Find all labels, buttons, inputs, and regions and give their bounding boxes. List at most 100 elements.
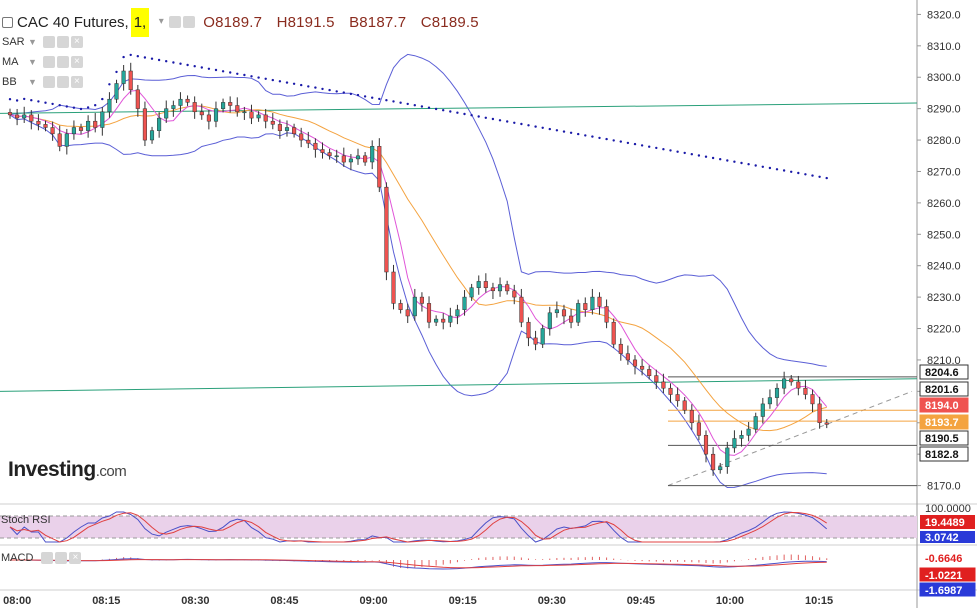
candle — [64, 128, 69, 155]
candle-body — [384, 186, 389, 273]
candle-body — [377, 146, 382, 188]
candle-body — [171, 105, 176, 109]
candle — [355, 148, 361, 165]
candle-body — [249, 111, 254, 119]
candle — [149, 126, 155, 144]
symbol-name[interactable]: CAC 40 Futures, — [17, 13, 129, 31]
stoch-d-line — [9, 511, 827, 543]
candle — [767, 389, 772, 409]
sar-dot — [157, 58, 161, 62]
candle — [512, 284, 517, 305]
price-label-text: 8190.5 — [925, 433, 959, 445]
candle — [370, 140, 375, 170]
settings-icon[interactable] — [183, 16, 196, 28]
sar-dot — [640, 144, 644, 147]
macd-label: MACD × — [1, 552, 82, 564]
candle-body — [505, 284, 510, 292]
chevron-down-icon[interactable]: ▾ — [158, 16, 164, 27]
open-value: O8189.7 — [203, 13, 263, 31]
sar-dot — [363, 95, 367, 98]
sar-dot — [470, 114, 473, 117]
sar-dot — [790, 170, 793, 173]
candle — [490, 282, 495, 299]
settings-icon[interactable] — [56, 36, 69, 48]
chevron-down-icon[interactable]: ▼ — [28, 77, 37, 87]
candle-body — [398, 303, 403, 310]
price-tick-label: 8210.0 — [927, 355, 961, 367]
candle — [590, 288, 595, 315]
candle — [519, 288, 524, 328]
candle-body — [50, 127, 55, 135]
trend-line-upper — [0, 102, 918, 114]
candle-body — [263, 114, 268, 122]
eye-icon[interactable] — [42, 36, 55, 48]
timeframe[interactable]: 1, — [130, 7, 150, 37]
indicator-label: SAR — [2, 36, 25, 48]
collapse-icon[interactable] — [2, 16, 13, 28]
candle-body — [789, 378, 794, 383]
candle-body — [320, 149, 325, 153]
candle-body — [334, 155, 339, 158]
macd-title: MACD — [1, 552, 34, 564]
settings-icon[interactable] — [55, 552, 68, 564]
eye-icon[interactable] — [41, 552, 54, 564]
candle-body — [93, 120, 98, 128]
candle-body — [128, 70, 133, 91]
candle — [618, 338, 623, 361]
candle-body — [469, 287, 474, 298]
candle — [171, 100, 176, 117]
indicator-bb[interactable]: BB ▼ × — [2, 76, 83, 88]
sar-dot — [122, 55, 125, 59]
time-tick-label: 10:00 — [716, 595, 744, 607]
candle-body — [327, 152, 332, 156]
sar-dot — [513, 121, 516, 125]
indicator-sar[interactable]: SAR ▼ × — [2, 36, 83, 48]
candle-body — [654, 375, 659, 383]
candle — [292, 123, 297, 138]
sar-dot — [285, 81, 289, 84]
trend-line-lower — [0, 378, 918, 392]
stoch-tick-label: 100.0000 — [925, 503, 971, 515]
sar-dot — [740, 161, 743, 165]
sar-dot — [669, 149, 672, 152]
sar-dot — [243, 73, 246, 77]
macd-value-text: -0.6646 — [925, 553, 962, 565]
candle-body — [583, 303, 588, 310]
settings-icon[interactable] — [56, 76, 69, 88]
sar-dot — [356, 93, 360, 97]
candle — [462, 290, 467, 316]
chevron-down-icon[interactable]: ▼ — [28, 57, 37, 67]
price-label: 8194.0 — [919, 397, 969, 413]
sar-dot — [676, 150, 679, 153]
indicator-ma[interactable]: MA ▼ × — [2, 56, 83, 68]
time-tick-label: 10:15 — [805, 595, 833, 607]
eye-icon[interactable] — [42, 76, 55, 88]
settings-icon[interactable] — [56, 56, 69, 68]
sar-dot — [463, 112, 466, 116]
eye-icon[interactable] — [169, 16, 182, 28]
candle — [569, 308, 574, 329]
candle-body — [114, 83, 119, 100]
candle — [185, 95, 190, 107]
candle-body — [149, 130, 155, 141]
candle — [483, 273, 488, 293]
candle — [640, 359, 645, 376]
close-icon[interactable]: × — [70, 36, 83, 48]
close-icon[interactable]: × — [70, 56, 83, 68]
candle — [228, 96, 233, 113]
close-icon[interactable]: × — [69, 552, 82, 564]
candle-body — [554, 309, 559, 314]
sar-dot — [406, 102, 409, 106]
candle-body — [512, 290, 517, 298]
candle — [824, 418, 829, 429]
sar-dot — [129, 53, 132, 57]
candle-body — [78, 127, 84, 131]
candle — [50, 121, 55, 141]
sar-dot — [236, 72, 239, 76]
close-icon[interactable]: × — [70, 76, 83, 88]
candle — [199, 103, 204, 120]
candle — [654, 369, 659, 389]
eye-icon[interactable] — [42, 56, 55, 68]
chevron-down-icon[interactable]: ▼ — [28, 37, 37, 47]
